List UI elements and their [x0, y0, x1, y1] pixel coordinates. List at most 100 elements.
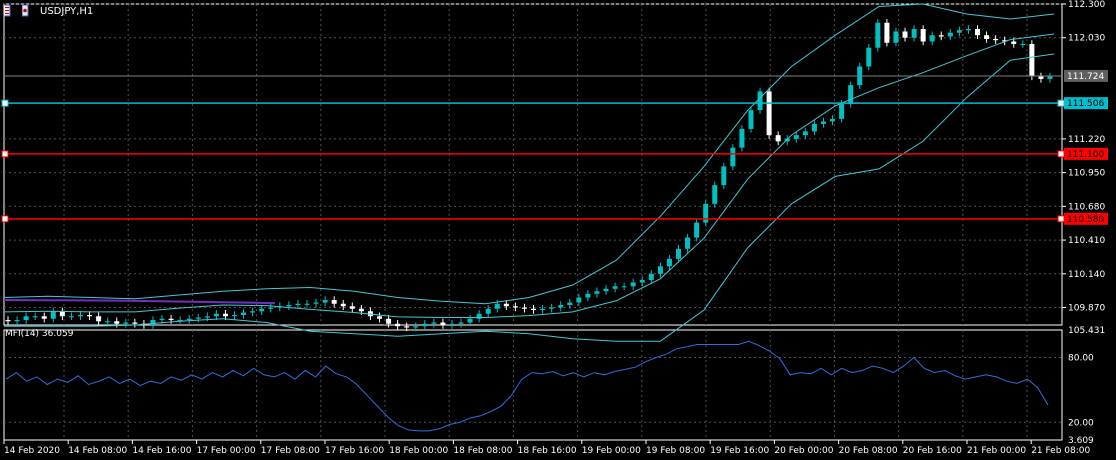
candle-body [395, 323, 401, 327]
candle-body [195, 317, 201, 319]
candle-body [775, 135, 781, 142]
candle-body [594, 291, 600, 294]
candle-body [694, 222, 700, 238]
bollinger-upper [3, 3, 1055, 305]
candle-body [603, 288, 609, 292]
candle-body [431, 322, 437, 324]
mfi-tick-label: 80.00 [1068, 353, 1094, 363]
candle-body [848, 85, 854, 104]
time-axis-label: 18 Feb 00:00 [389, 446, 448, 456]
price-label-cyan: 111.506 [1067, 99, 1104, 109]
time-axis-label: 18 Feb 08:00 [453, 446, 512, 456]
candle-body [259, 308, 265, 312]
candle-body [830, 118, 836, 122]
time-axis-label: 14 Feb 16:00 [132, 446, 191, 456]
line-handle-right [1057, 99, 1065, 107]
candle-body [168, 318, 174, 321]
candle-body [186, 318, 192, 321]
candle-body [1038, 76, 1044, 79]
candle-body [965, 28, 971, 31]
candle-body [531, 308, 537, 311]
price-tick-label: 111.220 [1068, 135, 1105, 145]
candle-body [984, 35, 990, 39]
bollinger-middle [3, 33, 1055, 318]
candle-body [440, 322, 446, 325]
time-axis-label: 14 Feb 08:00 [68, 446, 127, 456]
candle-body [802, 131, 808, 136]
candle-body [748, 110, 754, 129]
line-handle-left [1, 215, 9, 223]
candle-body [503, 303, 509, 307]
price-label-current: 111.724 [1067, 72, 1104, 82]
time-axis-label: 18 Feb 16:00 [518, 446, 577, 456]
moving-average-line [3, 299, 276, 305]
candle-body [521, 307, 527, 309]
time-axis-label: 20 Feb 16:00 [903, 446, 962, 456]
price-label-bg [1064, 69, 1108, 82]
candle-body [313, 302, 319, 304]
candle-body [5, 320, 11, 322]
candle-body [340, 303, 346, 307]
candle-body [902, 31, 908, 38]
candle-body [467, 318, 473, 323]
time-axis-label: 21 Feb 08:00 [1031, 446, 1090, 456]
candle-body [956, 30, 962, 33]
time-axis-label: 19 Feb 00:00 [582, 446, 641, 456]
candle-body [784, 138, 790, 142]
price-label-bg [1064, 212, 1108, 225]
flag-icon [22, 5, 29, 17]
price-tick-label: 110.140 [1068, 270, 1105, 280]
candle-body [875, 22, 881, 48]
candle-body [14, 320, 20, 322]
candle-body [404, 326, 410, 328]
candle-body [386, 318, 392, 324]
price-pane-frame [3, 3, 1063, 326]
candle-body [839, 103, 845, 119]
candle-body [549, 307, 555, 309]
time-axis-label: 17 Feb 16:00 [325, 446, 384, 456]
candle-body [811, 123, 817, 132]
candle-body [820, 121, 826, 124]
price-label-red: 111.100 [1067, 150, 1104, 160]
time-axis-label: 19 Feb 08:00 [646, 446, 705, 456]
time-axis-label: 19 Feb 16:00 [710, 446, 769, 456]
candle-body [331, 300, 337, 304]
candle-body [666, 258, 672, 267]
candle-body [657, 266, 663, 274]
price-tick-label: 109.870 [1068, 304, 1105, 314]
candle-body [250, 311, 256, 313]
candle-body [241, 312, 247, 316]
candle-body [68, 316, 74, 318]
candle-body [222, 313, 228, 317]
candle-body [150, 320, 156, 325]
candle-body [322, 300, 328, 303]
time-axis-label: 20 Feb 08:00 [839, 446, 898, 456]
candle-body [87, 315, 93, 317]
flag-icon [4, 5, 11, 17]
candle-body [132, 322, 138, 324]
bollinger-lower [4, 53, 1055, 342]
candle-body [712, 185, 718, 204]
candle-body [1047, 76, 1053, 79]
candle-body [32, 316, 38, 318]
mfi-tick-label: 105.431 [1068, 326, 1105, 336]
indicator-pane-frame [3, 329, 1063, 441]
candle-body [105, 321, 111, 323]
time-axis-label: 20 Feb 00:00 [774, 446, 833, 456]
price-tick-label: 110.680 [1068, 202, 1105, 212]
candle-body [1011, 41, 1017, 44]
candle-body [929, 35, 935, 42]
candle-body [793, 135, 799, 139]
price-label-red: 110.580 [1067, 215, 1104, 225]
candle-body [358, 308, 364, 312]
candle-body [213, 313, 219, 317]
candle-body [59, 311, 65, 317]
candle-body [41, 316, 47, 319]
candle-body [884, 22, 890, 43]
candle-body [540, 308, 546, 311]
candle-body [920, 28, 926, 42]
candle-body [1029, 43, 1035, 77]
candle-body [458, 322, 464, 324]
candle-body [676, 248, 682, 259]
